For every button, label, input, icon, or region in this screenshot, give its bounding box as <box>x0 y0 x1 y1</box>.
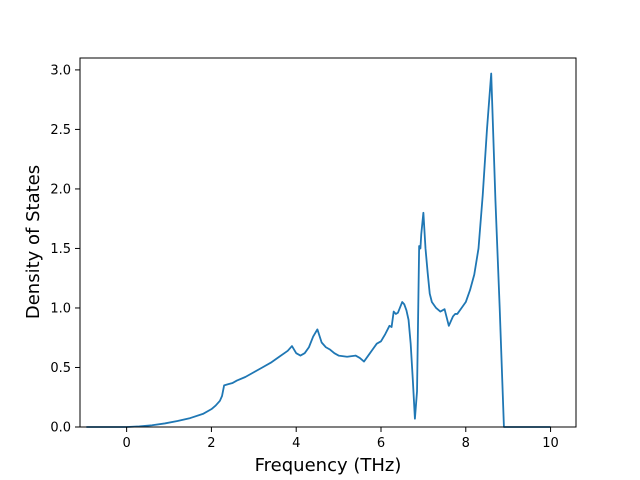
x-tick-label: 10 <box>542 436 559 451</box>
y-tick-label: 0.5 <box>50 361 71 376</box>
y-tick-label: 1.5 <box>50 242 71 257</box>
y-tick-label: 0.0 <box>50 421 71 436</box>
y-tick-label: 3.0 <box>50 63 71 78</box>
x-tick-label: 8 <box>462 436 470 451</box>
y-axis-label: Density of States <box>23 165 44 319</box>
y-tick-label: 2.5 <box>50 123 71 138</box>
y-tick-label: 2.0 <box>50 182 71 197</box>
x-axis-label: Frequency (THz) <box>255 455 402 476</box>
plot-area <box>86 72 551 428</box>
x-tick-label: 0 <box>122 436 130 451</box>
axes-frame <box>79 57 577 428</box>
dos-series-line <box>86 72 551 428</box>
y-tick-label: 1.0 <box>50 301 71 316</box>
x-tick-label: 6 <box>377 436 385 451</box>
x-tick-label: 2 <box>207 436 215 451</box>
y-axis: 0.0 0.5 1.0 1.5 2.0 2.5 3.0 <box>50 63 80 436</box>
x-tick-label: 4 <box>292 436 300 451</box>
x-axis: 0 2 4 6 8 10 <box>122 427 559 451</box>
